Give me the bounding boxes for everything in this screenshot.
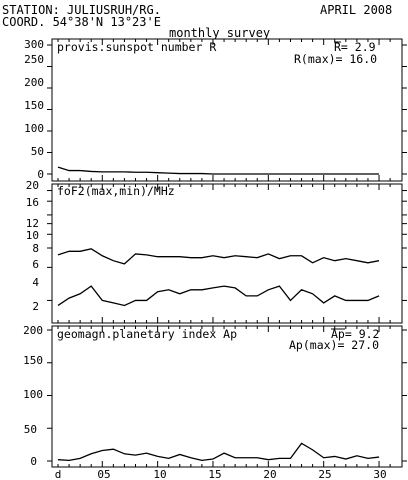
ap-ytick-label: 200 <box>23 324 43 337</box>
sunspot-series-line-0 <box>57 166 380 175</box>
station-label: STATION: JULIUSRUH/RG. <box>2 3 161 17</box>
ap-ytick-label: 50 <box>24 423 37 436</box>
fof2-series-line-0 <box>57 248 380 265</box>
fof2-ytick-label: 2 <box>32 300 39 313</box>
fof2-ytick-label: 20 <box>26 179 39 192</box>
x-axis-tick-label: d <box>55 468 62 480</box>
ap-ytick-label: 150 <box>23 354 43 367</box>
ap-panel-frame <box>51 325 403 468</box>
x-axis-tick-label: 10 <box>153 468 166 480</box>
ap-ytick-label: 100 <box>23 388 43 401</box>
sunspot-ytick-label: 250 <box>24 53 44 66</box>
sunspot-max-stat: R(max)= 16.0 <box>294 52 377 66</box>
axis-tick-marks <box>47 39 407 467</box>
x-axis-tick-label: 05 <box>97 468 110 480</box>
sunspot-ytick-label: 0 <box>37 168 44 181</box>
x-axis-tick-label: 30 <box>373 468 386 480</box>
sunspot-mean-stat: R= 2.9 <box>334 40 376 54</box>
sunspot-ytick-label: 200 <box>24 76 44 89</box>
fof2-ytick-label: 8 <box>32 242 39 255</box>
sunspot-ytick-label: 50 <box>31 145 44 158</box>
ap-ytick-label: 0 <box>30 455 37 468</box>
data-series <box>57 166 380 462</box>
survey-subtitle: monthly survey <box>169 26 270 40</box>
sunspot-ytick-label: 150 <box>24 99 44 112</box>
date-label: APRIL 2008 <box>320 3 392 17</box>
fof2-ytick-label: 10 <box>26 229 39 242</box>
fof2-ytick-label: 12 <box>26 217 39 230</box>
fof2-ytick-label: 6 <box>32 258 39 271</box>
fof2-panel-frame <box>51 183 403 324</box>
fof2-ytick-label: 16 <box>26 196 39 209</box>
x-axis-tick-label: 20 <box>263 468 276 480</box>
sunspot-panel-label: provis.sunspot number R <box>57 40 216 54</box>
sunspot-ytick-label: 300 <box>24 38 44 51</box>
fof2-panel-label: foF2(max,min)/MHz <box>57 184 175 198</box>
coord-label: COORD. 54°38'N 13°23'E <box>2 15 161 29</box>
ap-series-line-0 <box>57 442 380 462</box>
ap-mean-stat: Ap= 9.2 <box>331 327 379 341</box>
x-axis-tick-label: 15 <box>208 468 221 480</box>
x-axis-tick-label: 25 <box>318 468 331 480</box>
ap-max-stat: Ap(max)= 27.0 <box>289 338 379 352</box>
fof2-series-line-1 <box>57 285 380 307</box>
sunspot-ytick-label: 100 <box>24 122 44 135</box>
fof2-ytick-label: 4 <box>32 276 39 289</box>
ap-panel-label: geomagn.planetary index Ap <box>57 327 237 341</box>
